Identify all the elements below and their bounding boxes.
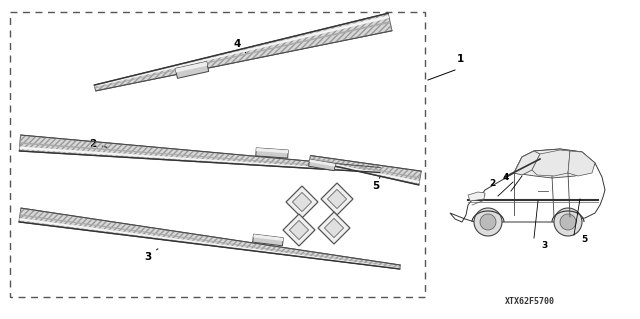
Polygon shape bbox=[292, 192, 312, 211]
Circle shape bbox=[474, 208, 502, 236]
Polygon shape bbox=[20, 146, 380, 172]
Polygon shape bbox=[256, 148, 288, 158]
Polygon shape bbox=[286, 186, 318, 218]
Text: 1: 1 bbox=[456, 54, 463, 64]
Polygon shape bbox=[310, 156, 421, 185]
Polygon shape bbox=[94, 13, 392, 91]
Polygon shape bbox=[19, 218, 400, 269]
Bar bbox=[10, 12, 425, 297]
Text: 2: 2 bbox=[90, 139, 108, 149]
Polygon shape bbox=[514, 149, 595, 178]
Text: XTX62F5700: XTX62F5700 bbox=[505, 298, 555, 307]
Polygon shape bbox=[310, 158, 420, 179]
Polygon shape bbox=[175, 62, 209, 78]
Circle shape bbox=[554, 208, 582, 236]
Polygon shape bbox=[450, 149, 605, 222]
Polygon shape bbox=[95, 21, 390, 88]
Polygon shape bbox=[318, 212, 350, 244]
Polygon shape bbox=[20, 142, 380, 170]
Polygon shape bbox=[328, 189, 347, 209]
Polygon shape bbox=[283, 214, 315, 246]
Circle shape bbox=[560, 214, 576, 230]
Text: 4: 4 bbox=[234, 39, 246, 53]
Polygon shape bbox=[19, 208, 400, 269]
Polygon shape bbox=[253, 234, 284, 246]
Polygon shape bbox=[324, 219, 344, 238]
Polygon shape bbox=[175, 62, 207, 72]
Polygon shape bbox=[568, 151, 595, 176]
Text: 3: 3 bbox=[145, 249, 158, 262]
Polygon shape bbox=[532, 150, 570, 176]
Text: 4: 4 bbox=[503, 174, 509, 182]
Text: 5: 5 bbox=[581, 235, 587, 244]
Polygon shape bbox=[468, 192, 485, 201]
Polygon shape bbox=[308, 159, 335, 171]
Polygon shape bbox=[309, 159, 335, 167]
Polygon shape bbox=[310, 159, 419, 183]
Polygon shape bbox=[95, 15, 389, 87]
Polygon shape bbox=[256, 148, 288, 153]
Polygon shape bbox=[253, 234, 284, 241]
Circle shape bbox=[480, 214, 496, 230]
Polygon shape bbox=[321, 183, 353, 215]
Polygon shape bbox=[289, 220, 308, 240]
Text: 2: 2 bbox=[489, 179, 495, 188]
Polygon shape bbox=[20, 214, 400, 267]
Text: 3: 3 bbox=[542, 241, 548, 250]
Polygon shape bbox=[514, 151, 540, 175]
Polygon shape bbox=[19, 135, 380, 173]
Text: 5: 5 bbox=[372, 177, 380, 191]
